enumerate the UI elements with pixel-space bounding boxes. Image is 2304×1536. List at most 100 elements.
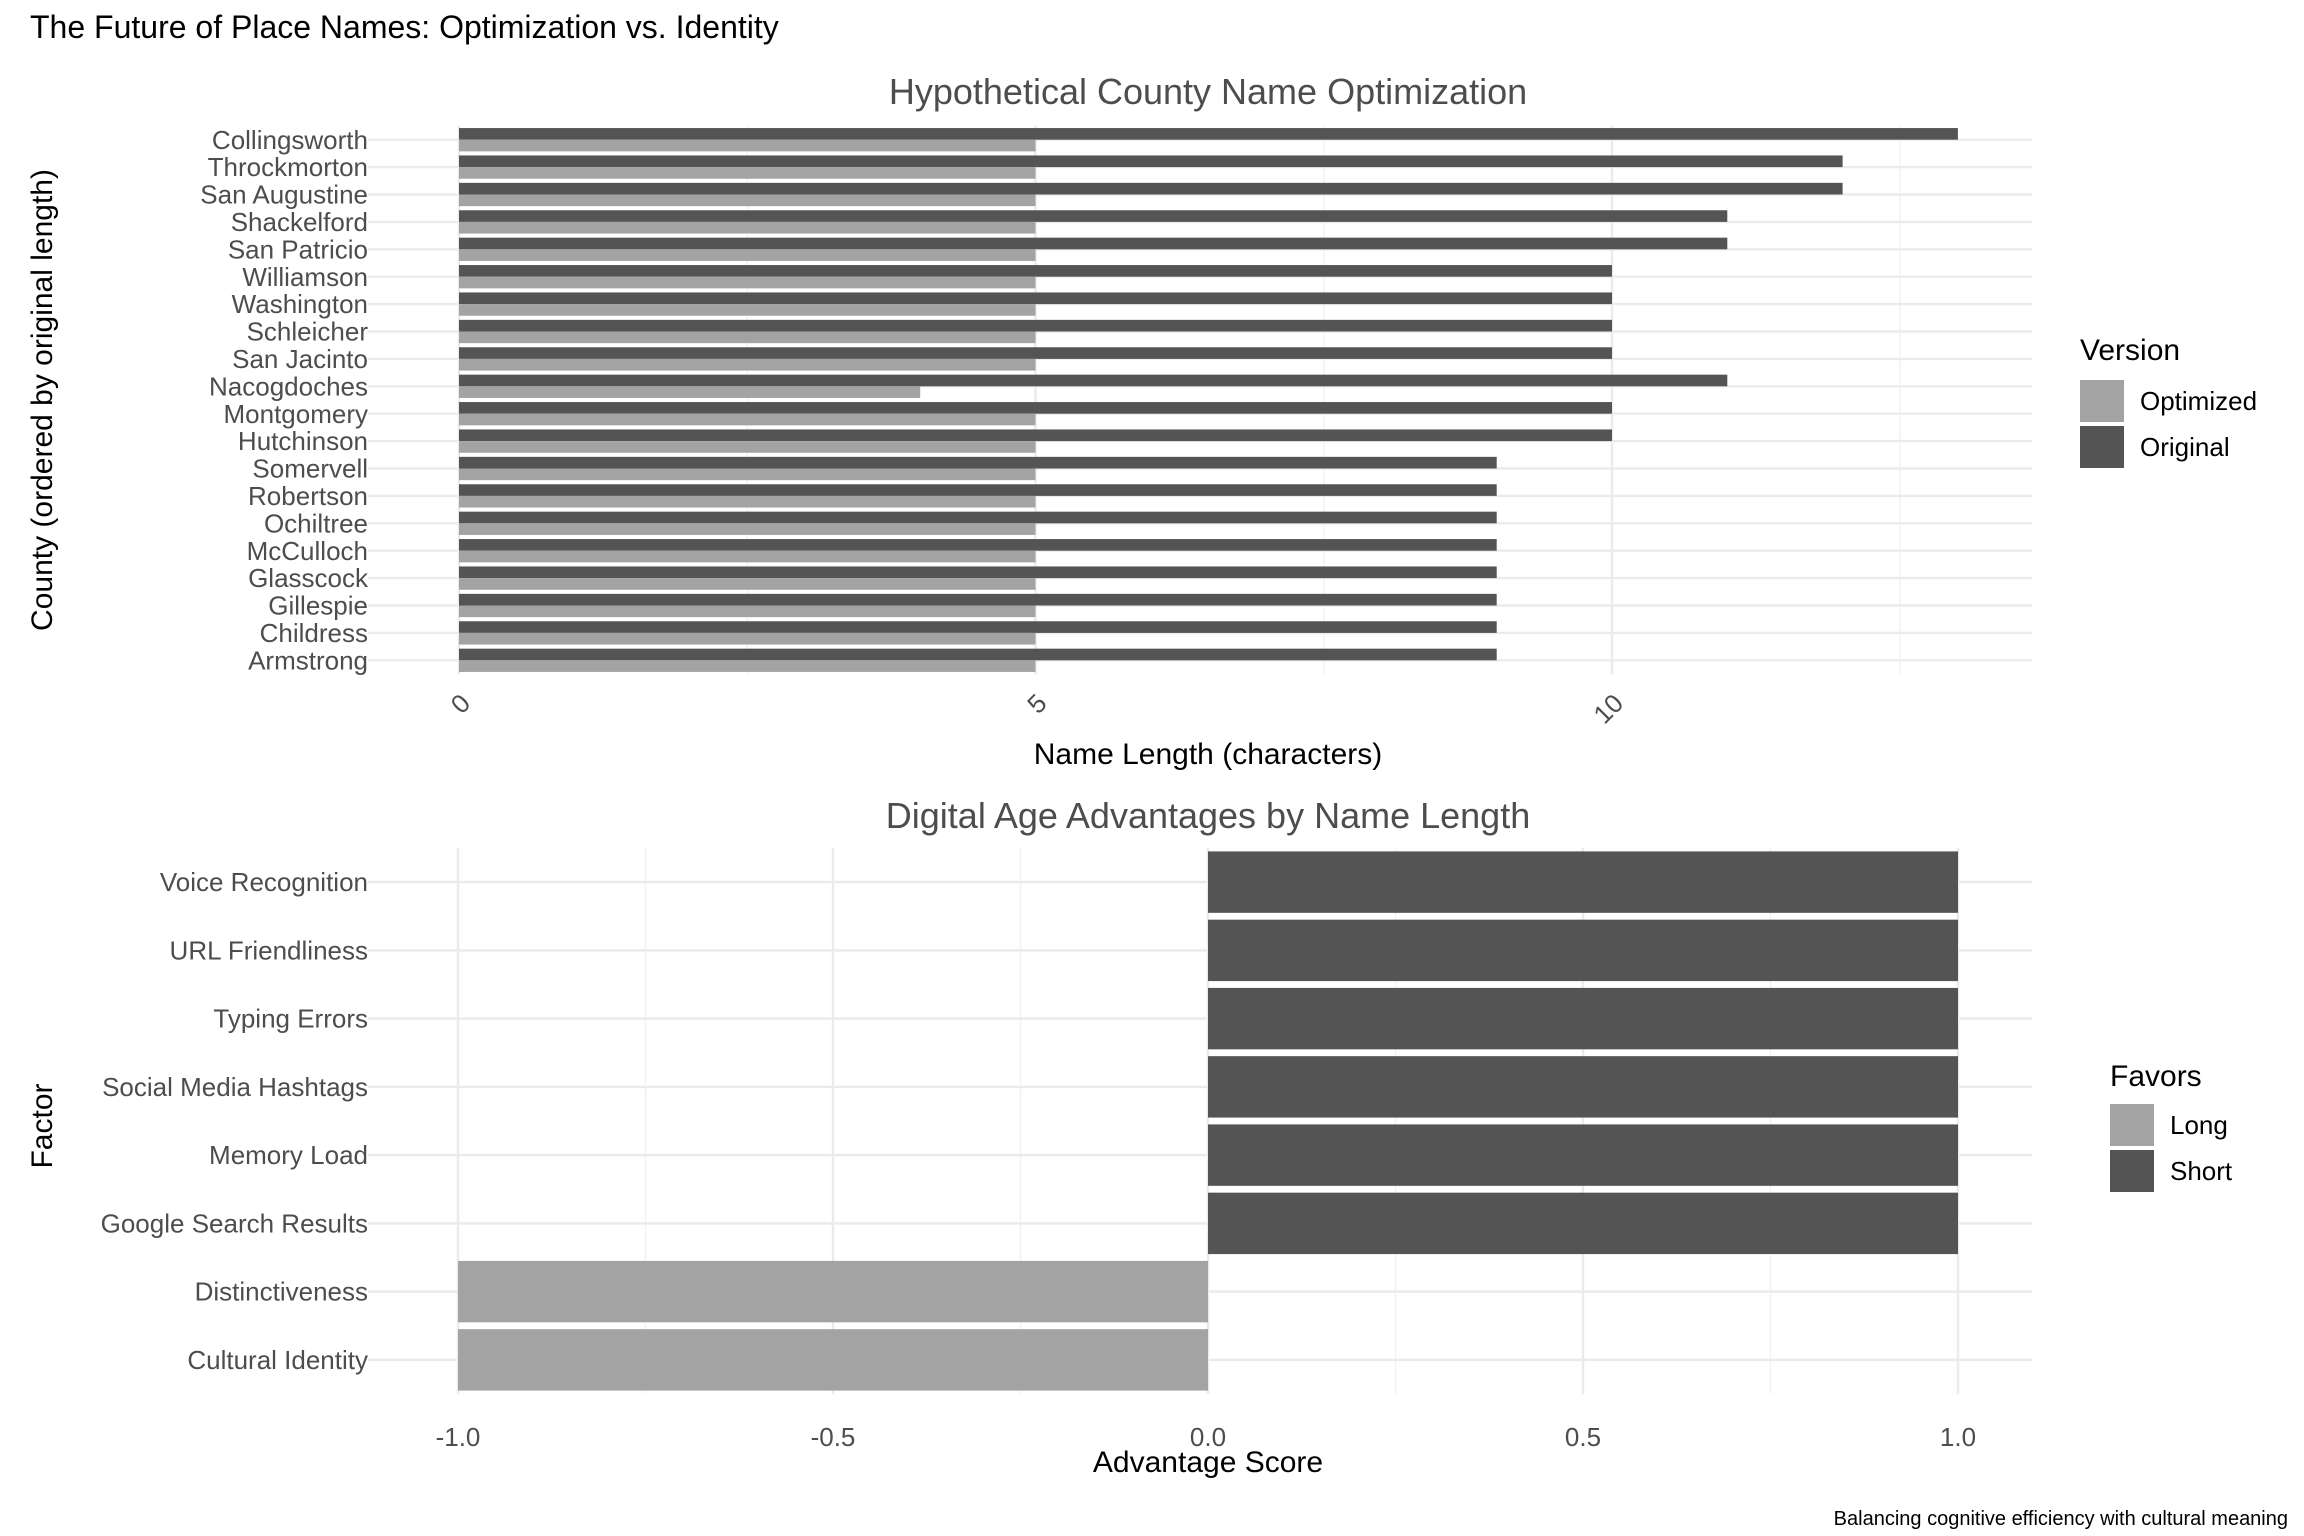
panel-1-y-tick-label: Somervell (252, 454, 368, 484)
panel-1-y-axis-title: County (ordered by original length) (26, 169, 59, 631)
bar-optimized-ochiltree (459, 523, 1036, 535)
panel-digital-advantages: Digital Age Advantages by Name Length Vo… (26, 795, 2233, 1479)
panel-1-title: Hypothetical County Name Optimization (889, 71, 1527, 112)
panel-1-x-tick-label: 10 (1587, 688, 1629, 730)
panel-1-x-tick-label: 0 (445, 688, 476, 719)
panel-2-y-axis-title: Factor (26, 1083, 59, 1168)
panel-2-y-tick-label: Typing Errors (213, 1004, 368, 1034)
panel-1-x-tick-labels: 0 5 10 (445, 688, 1629, 730)
panel-1-grid (368, 126, 2032, 674)
bar-optimized-san-jacinto (459, 358, 1036, 371)
bar-original-gillespie (459, 593, 1497, 606)
bar-original-robertson (459, 484, 1497, 496)
legend-label-long: Long (2170, 1110, 2228, 1140)
panel-2-y-tick-label: Cultural Identity (187, 1345, 368, 1375)
panel-1-y-tick-label: Collingsworth (212, 125, 368, 155)
bar-optimized-collingsworth (459, 139, 1036, 152)
bar-original-san-augustine (459, 182, 1843, 195)
bar-original-san-patricio (459, 237, 1728, 250)
bar-original-nacogdoches (459, 374, 1728, 387)
legend-version-title: Version (2080, 334, 2180, 367)
bar-original-hutchinson (459, 429, 1612, 442)
legend-favors: Favors Long Short (2110, 1060, 2233, 1192)
bar-google-search-results (1208, 1192, 1958, 1255)
bar-optimized-childress (459, 632, 1036, 645)
bar-optimized-hutchinson (459, 441, 1036, 453)
bar-optimized-schleicher (459, 331, 1036, 344)
legend-label-original: Original (2140, 432, 2230, 462)
legend-swatch-long (2110, 1104, 2154, 1146)
bar-original-throckmorton (459, 155, 1843, 168)
panel-1-y-tick-label: San Augustine (200, 180, 368, 210)
panel-1-y-tick-label: McCulloch (247, 536, 368, 566)
panel-2-y-tick-label: Social Media Hashtags (102, 1072, 368, 1102)
panel-1-x-tick-label: 5 (1021, 688, 1052, 719)
legend-swatch-short (2110, 1150, 2154, 1192)
panel-2-x-tick-labels: -1.0 -0.5 0.0 0.5 1.0 (436, 1422, 1976, 1452)
legend-swatch-optimized (2080, 380, 2124, 422)
bar-optimized-washington (459, 304, 1036, 316)
panel-1-y-tick-label: Nacogdoches (209, 371, 368, 401)
panel-1-y-tick-label: Glasscock (248, 563, 369, 593)
bar-original-childress (459, 621, 1497, 633)
caption: Balancing cognitive efficiency with cult… (1834, 1508, 2288, 1530)
bar-original-mcculloch (459, 539, 1497, 551)
bar-optimized-nacogdoches (459, 386, 921, 398)
panel-2-x-tick-label: -0.5 (811, 1422, 856, 1452)
panel-1-y-tick-label: Childress (260, 618, 368, 648)
bar-cultural-identity (458, 1329, 1208, 1391)
bar-original-somervell (459, 456, 1497, 469)
legend-favors-title: Favors (2110, 1060, 2202, 1093)
panel-1-y-tick-label: Williamson (242, 262, 368, 292)
panel-2-y-tick-label: Voice Recognition (160, 867, 368, 897)
panel-2-y-tick-label: Distinctiveness (195, 1277, 368, 1307)
legend-swatch-original (2080, 426, 2124, 468)
bar-optimized-mcculloch (459, 550, 1036, 563)
bar-optimized-san-augustine (459, 194, 1036, 207)
bar-optimized-gillespie (459, 605, 1036, 618)
panel-1-y-tick-label: Schleicher (247, 317, 369, 347)
bar-optimized-somervell (459, 468, 1036, 481)
bar-original-collingsworth (459, 128, 1958, 140)
bar-distinctiveness (458, 1260, 1208, 1323)
panel-1-y-tick-label: Ochiltree (264, 508, 368, 538)
panel-1-y-tick-label: Robertson (248, 481, 368, 511)
main-title: The Future of Place Names: Optimization … (30, 9, 779, 45)
bar-voice-recognition (1208, 851, 1958, 913)
bar-optimized-williamson (459, 276, 1036, 289)
bar-typing-errors (1208, 987, 1958, 1050)
bar-optimized-montgomery (459, 413, 1036, 426)
bar-original-shackelford (459, 210, 1728, 222)
bar-optimized-armstrong (459, 660, 1036, 672)
panel-2-y-tick-label: Google Search Results (101, 1208, 368, 1238)
panel-1-y-tick-label: Montgomery (224, 399, 369, 429)
panel-2-x-tick-label: 0.5 (1565, 1422, 1601, 1452)
panel-2-y-tick-label: Memory Load (209, 1140, 368, 1170)
panel-1-y-tick-label: Gillespie (268, 591, 368, 621)
panel-1-y-tick-label: Hutchinson (238, 426, 368, 456)
panel-2-x-tick-label: 0.0 (1190, 1422, 1226, 1452)
panel-1-x-axis-title: Name Length (characters) (1034, 738, 1383, 771)
bar-optimized-glasscock (459, 578, 1036, 590)
bar-url-friendliness (1208, 919, 1958, 982)
panel-2-x-tick-label: 1.0 (1940, 1422, 1976, 1452)
panel-1-y-tick-label: San Patricio (228, 234, 368, 264)
bar-original-montgomery (459, 402, 1612, 414)
panel-county-optimization: Hypothetical County Name Optimization Co… (26, 71, 2257, 771)
panel-2-y-tick-labels: Voice Recognition URL Friendliness Typing … (101, 867, 368, 1375)
bar-original-washington (459, 292, 1612, 305)
legend-version: Version Optimized Original (2080, 334, 2257, 468)
bar-optimized-throckmorton (459, 167, 1036, 179)
panel-2-y-tick-label: URL Friendliness (170, 935, 368, 965)
bar-original-glasscock (459, 566, 1497, 579)
bar-original-armstrong (459, 648, 1497, 661)
bar-original-williamson (459, 265, 1612, 277)
bar-optimized-robertson (459, 495, 1036, 508)
panel-1-y-tick-label: Washington (232, 289, 368, 319)
bar-memory-load (1208, 1124, 1958, 1186)
bar-optimized-shackelford (459, 221, 1036, 234)
panel-1-y-tick-label: Throckmorton (208, 152, 368, 182)
bar-social-media-hashtags (1208, 1056, 1958, 1118)
